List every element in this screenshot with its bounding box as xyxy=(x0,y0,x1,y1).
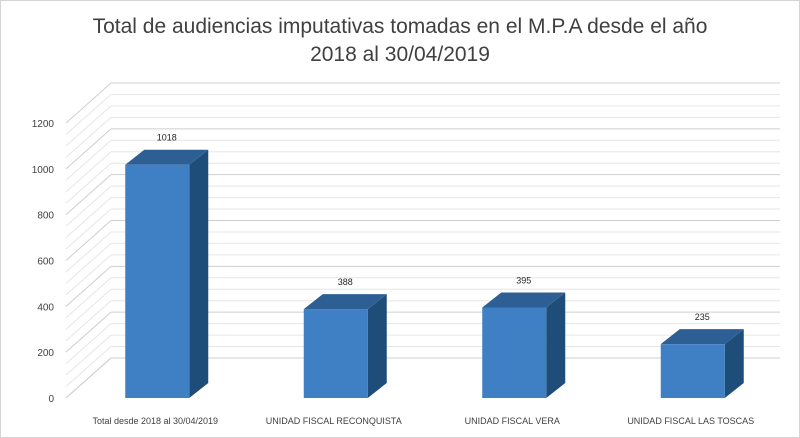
gridline-side xyxy=(65,265,112,307)
gridline-side xyxy=(65,254,112,296)
gridline-side xyxy=(65,162,112,204)
y-tick-label: 1200 xyxy=(32,119,55,130)
bar xyxy=(303,309,368,398)
gridline-side xyxy=(65,197,112,238)
bar xyxy=(660,344,725,398)
data-label: 388 xyxy=(338,277,353,287)
chart-title-line-1: Total de audiencias imputativas tomadas … xyxy=(92,15,708,38)
floor-edge xyxy=(65,357,112,399)
gridline-side xyxy=(65,82,112,124)
data-label: 1018 xyxy=(157,133,177,143)
bar-side xyxy=(724,329,744,398)
gridline-side xyxy=(65,105,112,147)
gridline-side xyxy=(65,117,112,158)
bar xyxy=(482,307,547,398)
gridline-side xyxy=(65,208,112,250)
gridline-side xyxy=(65,151,112,193)
gridline-side xyxy=(65,231,112,273)
y-tick-label: 1000 xyxy=(32,165,55,176)
gridline-side xyxy=(65,300,112,342)
bar-top xyxy=(482,292,566,308)
gridline-side xyxy=(65,128,112,170)
bar-top xyxy=(303,294,387,310)
x-tick-label: UNIDAD FISCAL LAS TOSCAS xyxy=(627,416,754,426)
y-tick-label: 0 xyxy=(48,394,54,405)
gridline-side xyxy=(65,94,112,135)
gridline-side xyxy=(65,323,112,364)
y-tick-label: 200 xyxy=(37,348,54,359)
gridline-side xyxy=(65,220,112,261)
y-tick-label: 400 xyxy=(37,302,54,313)
gridline-side xyxy=(65,334,112,376)
bar-side xyxy=(189,149,209,398)
gridline-side xyxy=(65,311,112,353)
bar-top xyxy=(660,329,744,345)
bar-top xyxy=(125,149,209,165)
data-label: 395 xyxy=(516,275,531,285)
gridline-side xyxy=(65,185,112,227)
gridline-side xyxy=(65,139,112,181)
x-tick-label: Total desde 2018 al 30/04/2019 xyxy=(92,416,218,426)
gridline-side xyxy=(65,277,112,319)
bar xyxy=(125,164,190,398)
gridline-side xyxy=(65,346,112,387)
chart-title-line-2: 2018 al 30/04/2019 xyxy=(310,43,490,66)
gridline-side xyxy=(65,174,112,216)
bar-side xyxy=(367,294,387,398)
gridline-side xyxy=(65,243,112,284)
bar-side xyxy=(546,292,566,398)
x-tick-label: UNIDAD FISCAL VERA xyxy=(465,416,560,426)
gridline-side xyxy=(65,288,112,330)
x-tick-label: UNIDAD FISCAL RECONQUISTA xyxy=(266,416,402,426)
y-tick-label: 600 xyxy=(37,257,54,268)
y-tick-label: 800 xyxy=(37,211,54,222)
data-label: 235 xyxy=(695,312,710,322)
